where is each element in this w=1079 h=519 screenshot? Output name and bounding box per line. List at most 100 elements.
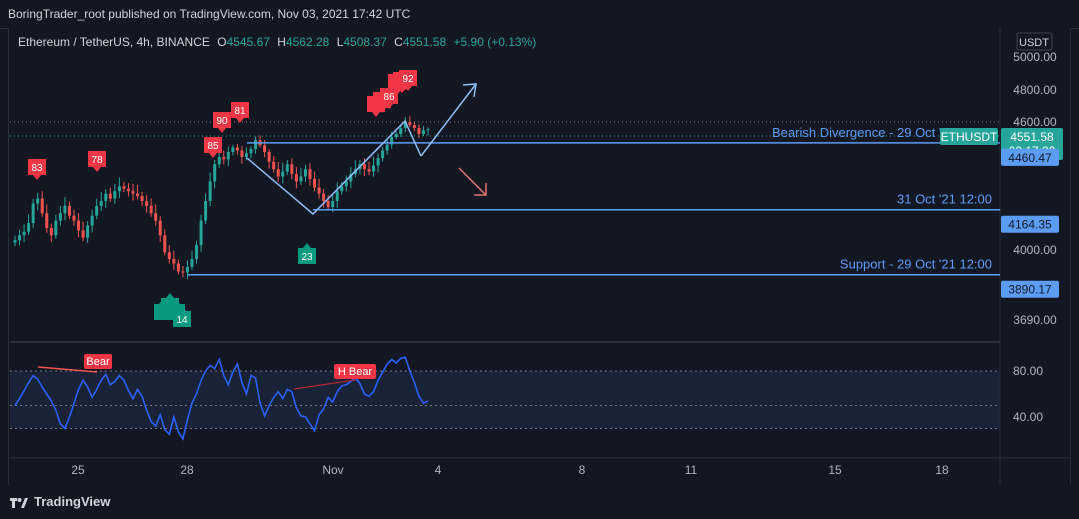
candle-body[interactable] [267, 152, 271, 162]
sell-signal-badge[interactable] [231, 102, 249, 123]
candle-body[interactable] [344, 181, 348, 187]
candle-body[interactable] [385, 144, 389, 151]
candle-body[interactable] [27, 223, 31, 232]
candle-body[interactable] [326, 201, 330, 208]
candle-body[interactable] [417, 128, 421, 134]
candle-body[interactable] [63, 205, 67, 214]
candle-body[interactable] [154, 213, 158, 221]
candle-body[interactable] [390, 137, 394, 145]
candle-body[interactable] [403, 122, 407, 128]
candle-body[interactable] [421, 130, 425, 134]
candle-body[interactable] [149, 205, 153, 214]
candle-body[interactable] [81, 230, 85, 238]
candle-body[interactable] [190, 259, 194, 267]
currency-box[interactable] [1016, 32, 1053, 51]
candle-body[interactable] [167, 252, 171, 259]
candle-body[interactable] [90, 215, 94, 226]
candle-body[interactable] [122, 186, 126, 189]
candle-body[interactable] [72, 215, 76, 221]
candle-body[interactable] [22, 231, 26, 236]
candle-body[interactable] [290, 164, 294, 175]
candle-body[interactable] [113, 191, 117, 199]
sell-signal-badge[interactable] [380, 88, 398, 109]
candle-body[interactable] [95, 205, 99, 216]
buy-signal-badge[interactable] [298, 243, 316, 264]
candle-body[interactable] [13, 240, 17, 243]
candle-body[interactable] [281, 171, 285, 177]
candle-body[interactable] [340, 186, 344, 192]
candle-body[interactable] [195, 245, 199, 259]
candle-body[interactable] [58, 213, 62, 221]
candle-body[interactable] [322, 193, 326, 201]
candle-body[interactable] [412, 125, 416, 128]
candle-body[interactable] [176, 263, 180, 272]
candle-body[interactable] [244, 153, 248, 157]
candle-body[interactable] [36, 198, 40, 204]
candle-body[interactable] [331, 201, 335, 208]
candle-body[interactable] [163, 235, 167, 253]
candle-body[interactable] [204, 201, 208, 221]
candle-body[interactable] [349, 174, 353, 182]
candle-body[interactable] [399, 128, 403, 134]
candle-body[interactable] [86, 225, 90, 238]
candle-body[interactable] [136, 193, 140, 197]
candle-body[interactable] [367, 169, 371, 172]
rsi-line[interactable] [14, 356, 429, 441]
price-chart[interactable]: Bearish Divergence - 29 Oct '21 16:00 31 … [0, 0, 1079, 486]
candle-body[interactable] [40, 198, 44, 214]
candle-body[interactable] [294, 174, 298, 182]
candle-body[interactable] [108, 193, 112, 199]
sell-signal-badge[interactable] [213, 112, 231, 133]
candle-body[interactable] [181, 271, 185, 273]
candle-body[interactable] [213, 164, 217, 182]
candle-body[interactable] [254, 140, 258, 149]
sell-signal-badge[interactable] [204, 137, 222, 158]
sell-signal-badge[interactable] [88, 151, 106, 172]
candle-body[interactable] [131, 191, 135, 194]
candle-body[interactable] [285, 164, 289, 172]
candle-body[interactable] [31, 203, 35, 224]
candle-body[interactable] [217, 156, 221, 165]
candle-body[interactable] [185, 266, 189, 273]
candle-body[interactable] [18, 235, 22, 241]
candle-body[interactable] [313, 178, 317, 188]
candle-body[interactable] [222, 156, 226, 160]
candle-body[interactable] [272, 161, 276, 170]
candle-body[interactable] [67, 205, 71, 216]
candle-body[interactable] [140, 196, 144, 201]
candle-body[interactable] [276, 169, 280, 177]
sell-signal-badge[interactable] [28, 159, 46, 180]
candle-body[interactable] [231, 147, 235, 153]
candle-body[interactable] [77, 220, 81, 231]
symbol-title[interactable]: Ethereum / TetherUS, 4h, BINANCE [18, 35, 210, 49]
candle-body[interactable] [299, 176, 303, 182]
candle-body[interactable] [104, 193, 108, 201]
candle-body[interactable] [226, 152, 230, 160]
candle-body[interactable] [49, 227, 53, 236]
candle-body[interactable] [235, 147, 239, 151]
candle-body[interactable] [54, 220, 58, 236]
candle-body[interactable] [376, 158, 380, 166]
candle-body[interactable] [362, 164, 366, 170]
candle-body[interactable] [308, 169, 312, 179]
buy-signal-badge[interactable] [173, 306, 191, 327]
candle-body[interactable] [372, 165, 376, 172]
candle-body[interactable] [381, 150, 385, 159]
candle-body[interactable] [199, 220, 203, 246]
tradingview-logo[interactable]: TradingView [10, 494, 110, 509]
candle-body[interactable] [303, 169, 307, 177]
candle-body[interactable] [263, 145, 267, 152]
candle-body[interactable] [99, 201, 103, 206]
candle-body[interactable] [426, 129, 430, 131]
candle-body[interactable] [240, 150, 244, 157]
candle-body[interactable] [335, 191, 339, 201]
candle-body[interactable] [208, 181, 212, 201]
candle-body[interactable] [249, 149, 253, 154]
candle-body[interactable] [126, 188, 130, 192]
candle-body[interactable] [158, 220, 162, 236]
candle-body[interactable] [317, 187, 321, 194]
candle-body[interactable] [408, 122, 412, 125]
candle-body[interactable] [172, 259, 176, 264]
sell-signal-badge[interactable] [399, 70, 417, 91]
divergence-trendline[interactable] [246, 119, 422, 216]
